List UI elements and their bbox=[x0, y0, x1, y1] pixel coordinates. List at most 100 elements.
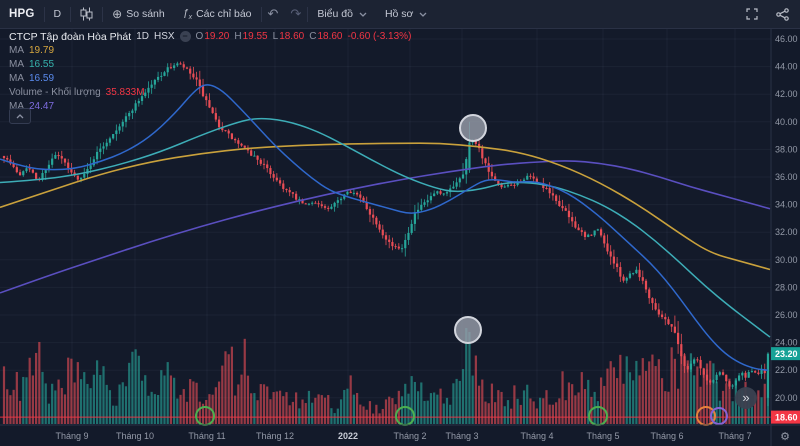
high-value: 19.55 bbox=[242, 31, 268, 43]
ma-value: 24.47 bbox=[29, 101, 55, 113]
price-badge-label: 23.20 bbox=[775, 349, 798, 359]
redo-button[interactable]: ↷ bbox=[290, 6, 302, 21]
price-tick-label: 32.00 bbox=[775, 227, 798, 237]
profile-menu-label: Hồ sơ bbox=[384, 8, 414, 20]
candlestick-style-button[interactable] bbox=[71, 0, 102, 28]
ma-legend-row[interactable]: MA 19.79 bbox=[9, 44, 411, 58]
share-icon bbox=[776, 7, 789, 21]
ma-label: MA bbox=[9, 73, 24, 85]
candlestick-icon bbox=[80, 7, 93, 21]
price-tick-label: 46.00 bbox=[775, 34, 798, 44]
share-button[interactable] bbox=[767, 0, 800, 28]
profile-menu-button[interactable]: Hồ sơ bbox=[376, 0, 436, 28]
hide-series-icon[interactable]: − bbox=[179, 31, 191, 43]
price-axis[interactable]: 46.00 44.00 42.00 40.00 38.00 36.00 34.00 32.00… bbox=[771, 34, 800, 424]
price-tick-label: 38.00 bbox=[775, 144, 798, 154]
drawing-annotations[interactable] bbox=[454, 114, 487, 344]
time-tick-label: Tháng 3 bbox=[445, 431, 478, 441]
ma-yellow bbox=[0, 142, 771, 271]
time-tick-label: Tháng 9 bbox=[55, 431, 88, 441]
highlight-circle-annotation bbox=[454, 316, 482, 344]
chevron-down-icon bbox=[419, 12, 427, 17]
time-tick-label: 2022 bbox=[338, 431, 358, 441]
time-tick-label: Tháng 5 bbox=[586, 431, 619, 441]
low-value: 18.60 bbox=[279, 31, 305, 43]
compare-plus-icon: ⊕ bbox=[112, 7, 123, 21]
gear-icon[interactable]: ⚙ bbox=[780, 430, 790, 443]
price-tick-label: 42.00 bbox=[775, 89, 798, 99]
price-tick-label: 44.00 bbox=[775, 62, 798, 72]
symbol-title: CTCP Tập đoàn Hòa Phát bbox=[9, 30, 132, 43]
chevron-down-icon bbox=[359, 12, 367, 17]
indicators-button[interactable]: ƒx Các chỉ báo bbox=[174, 0, 261, 28]
ma-label: MA bbox=[9, 101, 24, 113]
grid-lines bbox=[0, 28, 771, 425]
price-tick-label: 20.00 bbox=[775, 393, 798, 403]
fullscreen-button[interactable] bbox=[737, 0, 767, 28]
undo-button[interactable]: ↶ bbox=[267, 6, 279, 21]
change-value: -0.60 (-3.13%) bbox=[347, 31, 412, 43]
chart-legend: CTCP Tập đoàn Hòa Phát 1D HSX − O 19.20 H… bbox=[9, 30, 411, 114]
volume-value: 35.833M bbox=[105, 87, 145, 99]
highlight-circle-annotation bbox=[459, 114, 487, 142]
legend-exchange: HSX bbox=[153, 31, 175, 43]
time-tick-label: Tháng 6 bbox=[650, 431, 683, 441]
toolbar-separator bbox=[260, 6, 262, 22]
legend-collapse-button[interactable] bbox=[9, 108, 31, 124]
toolbar-separator bbox=[43, 6, 45, 22]
legend-interval[interactable]: 1D bbox=[136, 31, 149, 43]
price-tick-label: 30.00 bbox=[775, 255, 798, 265]
close-value: 18.60 bbox=[317, 31, 343, 43]
time-tick-label: Tháng 11 bbox=[188, 431, 225, 441]
ma-lines bbox=[0, 84, 771, 371]
chart-menu-label: Biểu đồ bbox=[317, 8, 353, 20]
volume-label: Volume - Khối lượng bbox=[9, 87, 101, 99]
ma-legend-row[interactable]: MA 16.55 bbox=[9, 58, 411, 72]
ma-teal bbox=[0, 117, 771, 338]
ma-label: MA bbox=[9, 45, 24, 57]
volume-bars bbox=[2, 328, 770, 424]
fullscreen-icon bbox=[746, 8, 758, 20]
time-axis[interactable]: Tháng 9 Tháng 10 Tháng 11 Tháng 12 2022 Tháng… bbox=[55, 431, 751, 441]
time-tick-label: Tháng 2 bbox=[393, 431, 426, 441]
ma-legend-row[interactable]: MA 16.59 bbox=[9, 72, 411, 86]
chart-menu-button[interactable]: Biểu đồ bbox=[308, 0, 376, 28]
price-tick-label: 40.00 bbox=[775, 117, 798, 127]
symbol-button[interactable]: HPG bbox=[9, 8, 35, 20]
ma-label: MA bbox=[9, 59, 24, 71]
price-tick-label: 24.00 bbox=[775, 338, 798, 348]
goto-realtime-button[interactable]: » bbox=[735, 387, 757, 409]
compare-button[interactable]: ⊕ So sánh bbox=[103, 0, 174, 28]
price-tick-label: 34.00 bbox=[775, 200, 798, 210]
open-value: 19.20 bbox=[204, 31, 230, 43]
volume-legend-row[interactable]: Volume - Khối lượng 35.833M bbox=[9, 86, 411, 100]
low-label: L bbox=[272, 31, 279, 43]
volume-ma-legend-row[interactable]: MA 24.47 bbox=[9, 100, 411, 114]
ma-value: 16.59 bbox=[29, 73, 55, 85]
ma-purple bbox=[0, 160, 771, 294]
interval-button[interactable]: D bbox=[53, 8, 62, 20]
price-badge-label: 18.60 bbox=[775, 413, 798, 423]
time-tick-label: Tháng 10 bbox=[116, 431, 154, 441]
event-marker-circle bbox=[195, 406, 215, 426]
toolbar-separator bbox=[70, 6, 72, 22]
price-tick-label: 28.00 bbox=[775, 282, 798, 292]
compare-label: So sánh bbox=[126, 8, 165, 20]
time-tick-label: Tháng 12 bbox=[256, 431, 294, 441]
event-marker-circle bbox=[710, 407, 728, 425]
close-label: C bbox=[309, 31, 317, 43]
indicators-label: Các chỉ báo bbox=[196, 8, 252, 20]
price-tick-label: 22.00 bbox=[775, 365, 798, 375]
ma-value: 16.55 bbox=[29, 59, 55, 71]
toolbar-separator bbox=[102, 6, 104, 22]
price-badge bbox=[771, 410, 800, 424]
open-label: O bbox=[195, 31, 204, 43]
high-label: H bbox=[234, 31, 242, 43]
chevron-up-icon bbox=[16, 113, 24, 118]
legend-symbol-row[interactable]: CTCP Tập đoàn Hòa Phát 1D HSX − O 19.20 H… bbox=[9, 30, 411, 44]
svg-text:»: » bbox=[742, 390, 749, 405]
ma-blue bbox=[0, 84, 769, 371]
toolbar-separator bbox=[307, 6, 309, 22]
